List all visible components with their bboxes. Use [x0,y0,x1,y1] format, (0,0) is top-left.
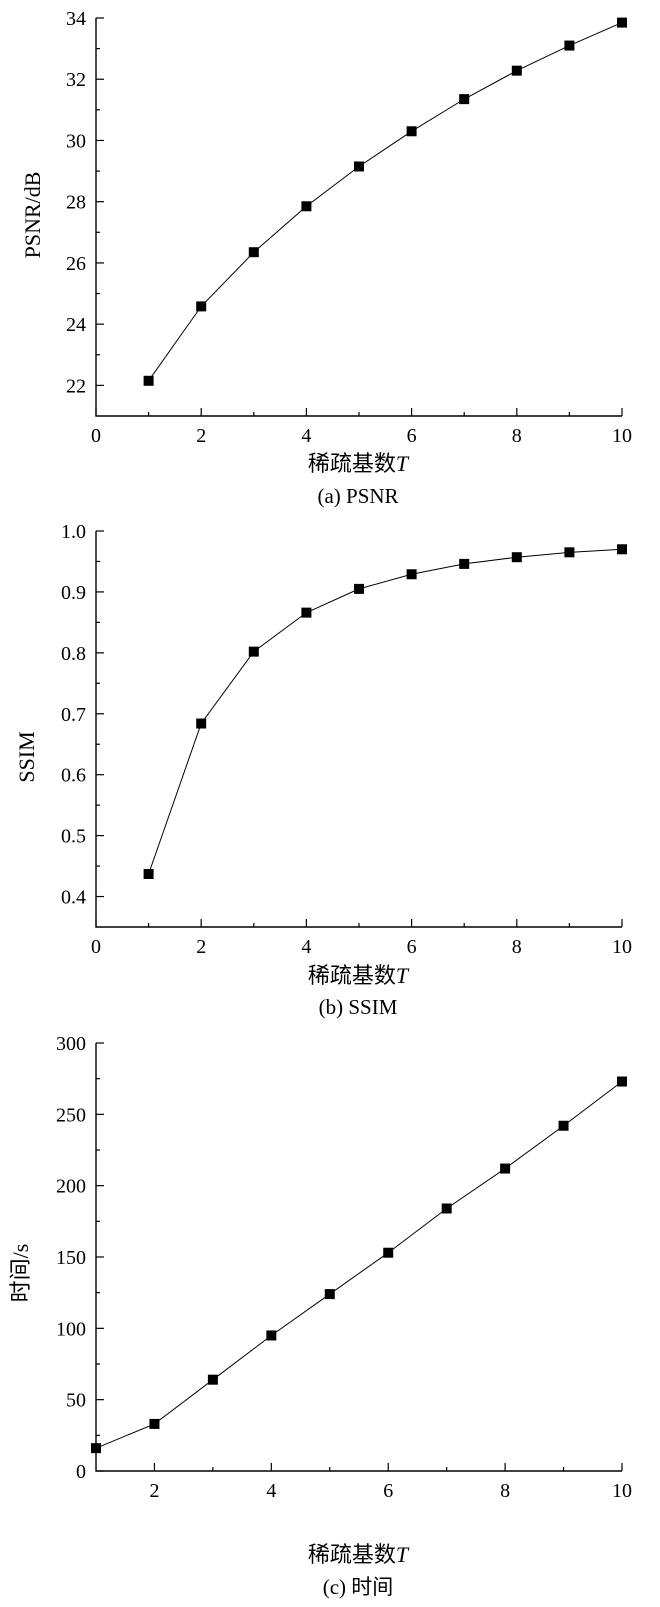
data-point-psnr [248,247,259,258]
data-point-time [324,1289,335,1300]
y-axis-title-psnr: PSNR/dB [20,172,45,259]
data-point-psnr [406,126,417,137]
y-tick-label-time: 100 [56,1318,86,1340]
data-point-psnr [617,17,627,28]
x-tick-label-ssim: 4 [301,936,311,958]
data-point-time [441,1203,452,1214]
data-point-ssim [459,558,470,569]
data-point-psnr [143,375,154,386]
y-tick-label-ssim: 1.0 [61,521,86,543]
y-tick-label-ssim: 0.7 [61,704,86,726]
y-tick-label-psnr: 28 [66,192,86,214]
x-tick-label-ssim: 10 [612,936,632,958]
data-point-psnr [301,201,312,212]
axes-psnr [95,18,622,417]
x-tick-label-psnr: 10 [612,425,632,447]
data-point-ssim [564,547,575,558]
x-axis-title-psnr: 稀疏基数T [308,451,410,476]
y-tick-label-psnr: 32 [66,69,86,91]
caption-time: (c) 时间 [323,1575,394,1599]
panel-ssim: 0 2 4 6 8 100.40.50.60.70.80.91.0 SSIM 稀疏基数T … [14,521,632,1019]
data-point-ssim [617,544,627,555]
caption-psnr: (a) PSNR [317,484,398,508]
data-point-psnr [354,161,364,172]
y-tick-label-time: 250 [56,1104,86,1126]
data-point-psnr [196,301,207,312]
y-tick-label-time: 0 [76,1461,86,1483]
data-point-time [91,1443,101,1454]
y-tick-label-psnr: 24 [66,314,86,336]
x-tick-label-psnr: 2 [196,425,206,447]
x-tick-label-psnr: 8 [512,425,522,447]
x-axis-title-ssim: 稀疏基数T [308,963,410,988]
y-tick-label-time: 50 [66,1390,86,1412]
y-tick-label-time: 150 [56,1247,86,1269]
x-tick-label-psnr: 0 [91,425,101,447]
x-tick-label-psnr: 4 [301,425,311,447]
data-point-time [149,1418,160,1429]
y-axis-title-time: 时间/s [8,1244,33,1303]
y-tick-label-time: 200 [56,1176,86,1198]
x-tick-label-time: 10 [612,1480,632,1502]
data-point-psnr [459,94,470,105]
x-axis-title-time: 稀疏基数T [308,1542,410,1567]
axes-time [95,1043,622,1472]
x-tick-label-time: 6 [383,1480,393,1502]
data-point-time [383,1247,394,1258]
y-tick-label-psnr: 22 [66,375,86,397]
y-tick-label-ssim: 0.8 [61,643,86,665]
series-line-time [95,1081,623,1449]
series-line-ssim [148,548,623,875]
x-tick-label-time: 2 [149,1480,159,1502]
y-tick-label-psnr: 26 [66,253,86,275]
x-tick-label-time: 8 [500,1480,510,1502]
x-tick-label-time: 4 [266,1480,276,1502]
data-point-ssim [511,552,522,563]
data-point-time [558,1120,569,1131]
y-tick-label-time: 300 [56,1033,86,1055]
data-point-psnr [564,40,575,51]
data-point-ssim [248,646,259,657]
y-tick-label-ssim: 0.6 [61,765,86,787]
y-tick-label-psnr: 30 [66,130,86,152]
x-tick-label-ssim: 8 [512,936,522,958]
y-tick-label-ssim: 0.5 [61,826,86,848]
y-tick-label-psnr: 34 [66,8,86,30]
y-axis-title-ssim: SSIM [14,731,39,782]
x-tick-label-psnr: 6 [407,425,417,447]
data-point-ssim [301,607,312,618]
data-point-ssim [406,569,417,580]
data-point-time [500,1163,511,1174]
data-point-time [207,1374,218,1385]
x-tick-label-ssim: 0 [91,936,101,958]
x-tick-label-ssim: 2 [196,936,206,958]
x-tick-label-ssim: 6 [407,936,417,958]
data-point-ssim [196,718,207,729]
data-point-ssim [143,868,154,879]
data-point-time [266,1330,277,1341]
caption-ssim: (b) SSIM [319,995,398,1019]
data-point-ssim [354,583,364,594]
data-point-time [617,1076,627,1087]
y-tick-label-ssim: 0.9 [61,582,86,604]
y-tick-label-ssim: 0.4 [61,887,86,909]
data-point-psnr [511,65,522,76]
series-line-psnr [148,22,623,382]
